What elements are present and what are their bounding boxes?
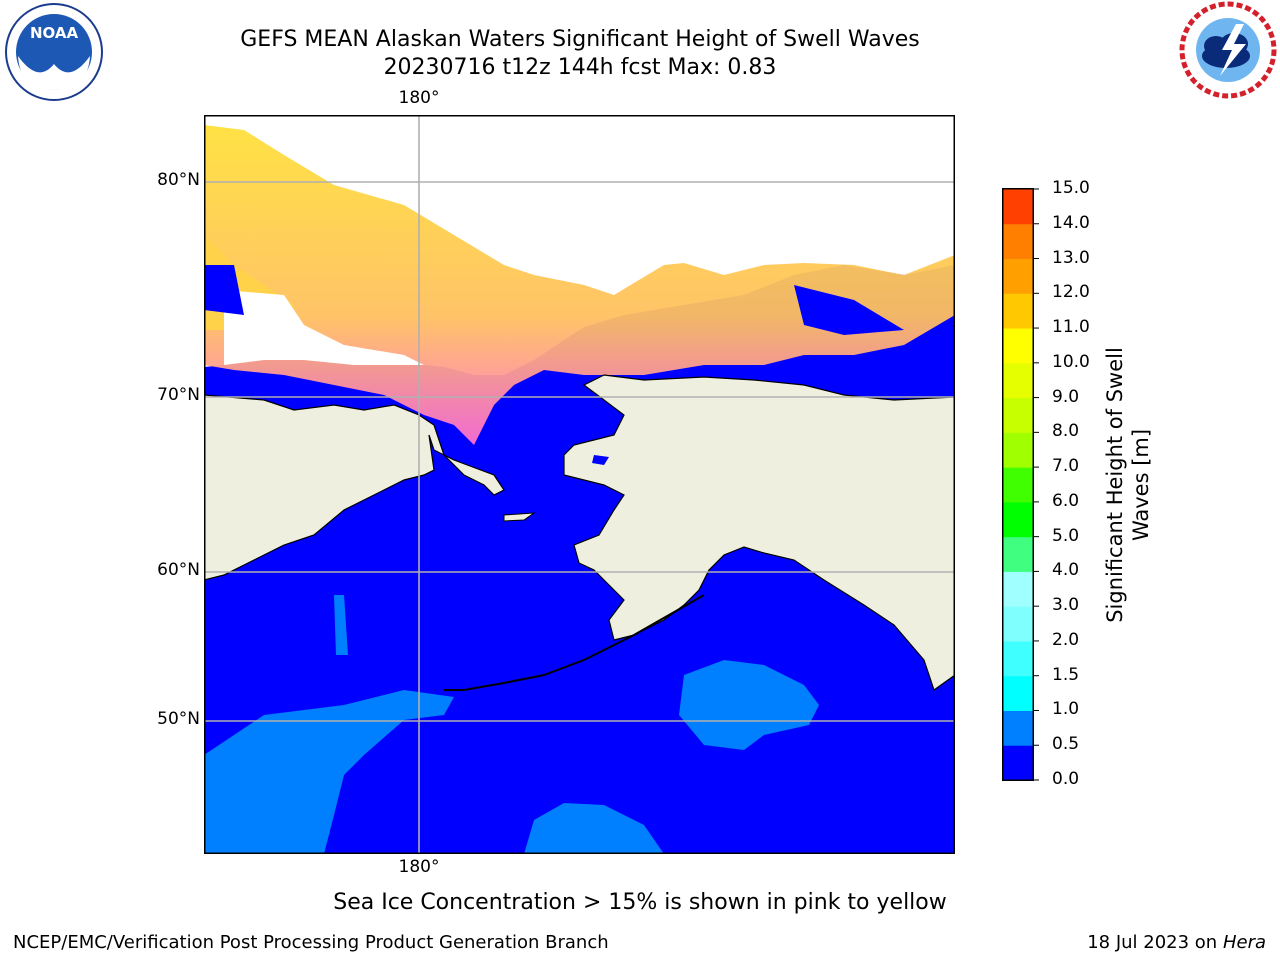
colorbar-tick-label: 2.0 <box>1052 629 1080 650</box>
colorbar-swatch <box>1003 328 1033 364</box>
colorbar-swatch <box>1003 432 1033 468</box>
colorbar-tick-label: 11.0 <box>1052 317 1090 338</box>
lat-label-50: 50°N <box>157 709 200 729</box>
colorbar-swatch <box>1003 571 1033 607</box>
swell-patch-sw <box>204 690 454 854</box>
footer-right: 18 Jul 2023 on Hera <box>1087 932 1266 953</box>
colorbar-frame <box>1002 188 1034 781</box>
colorbar-tick-label: 8.0 <box>1052 421 1080 442</box>
footer-left: NCEP/EMC/Verification Post Processing Pr… <box>13 932 609 953</box>
map-gridlines <box>204 115 955 854</box>
colorbar-tick-label: 12.0 <box>1052 282 1090 303</box>
noaa-logo-text: NOAA <box>30 24 79 42</box>
ice-white-patch <box>224 290 424 365</box>
colorbar-tick-label: 10.0 <box>1052 351 1090 372</box>
open-water-west <box>204 265 244 315</box>
swell-patch-south <box>524 803 664 854</box>
colorbar-tick-label: 15.0 <box>1052 178 1090 198</box>
map-frame <box>204 115 955 854</box>
colorbar-tick-label: 9.0 <box>1052 386 1080 407</box>
chart-subtitle: 20230716 t12z 144h fcst Max: 0.83 <box>383 55 777 80</box>
colorbar <box>1002 188 1039 781</box>
colorbar-swatch <box>1003 536 1033 572</box>
swell-patch-gulf <box>679 660 819 750</box>
colorbar-tick-label: 1.5 <box>1052 664 1080 685</box>
chart-title: GEFS MEAN Alaskan Waters Significant Hei… <box>240 27 920 52</box>
colorbar-swatch <box>1003 675 1033 711</box>
footer-date: 18 Jul 2023 on <box>1087 932 1223 953</box>
colorbar-tick-label: 3.0 <box>1052 595 1080 616</box>
lat-label-80: 80°N <box>157 170 200 190</box>
colorbar-swatch <box>1003 397 1033 433</box>
colorbar-swatch <box>1003 745 1033 781</box>
lon-label-bottom: 180° <box>398 857 440 877</box>
land-st-lawrence-island <box>503 512 536 522</box>
colorbar-swatch <box>1003 710 1033 746</box>
lat-label-60: 60°N <box>157 560 200 580</box>
land-chukotka <box>204 394 505 581</box>
noaa-logo: NOAA <box>5 3 103 101</box>
colorbar-swatch <box>1003 467 1033 503</box>
colorbar-tick-label: 1.0 <box>1052 699 1080 720</box>
colorbar-tick-label: 14.0 <box>1052 212 1090 233</box>
colorbar-tick-label: 0.0 <box>1052 769 1080 789</box>
lon-label-top: 180° <box>398 88 440 108</box>
colorbar-swatch <box>1003 189 1033 225</box>
colorbar-title: Significant Height of Swell Waves [m] <box>1102 347 1154 623</box>
land-alaska <box>563 374 955 691</box>
colorbar-swatch <box>1003 223 1033 260</box>
aleutian-chain <box>444 594 705 691</box>
colorbar-tick-label: 6.0 <box>1052 490 1080 511</box>
colorbar-swatch <box>1003 362 1033 399</box>
colorbar-swatch <box>1003 293 1033 329</box>
sea-ice-note: Sea Ice Concentration > 15% is shown in … <box>333 890 947 915</box>
nws-logo <box>1179 1 1277 99</box>
colorbar-swatch <box>1003 640 1033 677</box>
colorbar-tick-label: 7.0 <box>1052 456 1080 477</box>
colorbar-swatch <box>1003 258 1033 294</box>
footer-host: Hera <box>1222 932 1266 953</box>
colorbar-swatch <box>1003 501 1033 538</box>
map-panel <box>204 115 955 854</box>
open-water-beaufort <box>794 285 904 335</box>
swell-patch-small <box>334 595 348 655</box>
colorbar-tick-label: 0.5 <box>1052 734 1080 755</box>
colorbar-tick-label: 5.0 <box>1052 525 1080 546</box>
colorbar-title-line1: Significant Height of Swell <box>1103 347 1127 623</box>
lake-selawik <box>592 455 609 465</box>
colorbar-tick-label: 4.0 <box>1052 560 1080 581</box>
colorbar-title-line2: Waves [m] <box>1129 428 1153 542</box>
colorbar-swatch <box>1003 606 1033 642</box>
colorbar-tick-label: 13.0 <box>1052 247 1090 268</box>
lat-label-70: 70°N <box>157 385 200 405</box>
